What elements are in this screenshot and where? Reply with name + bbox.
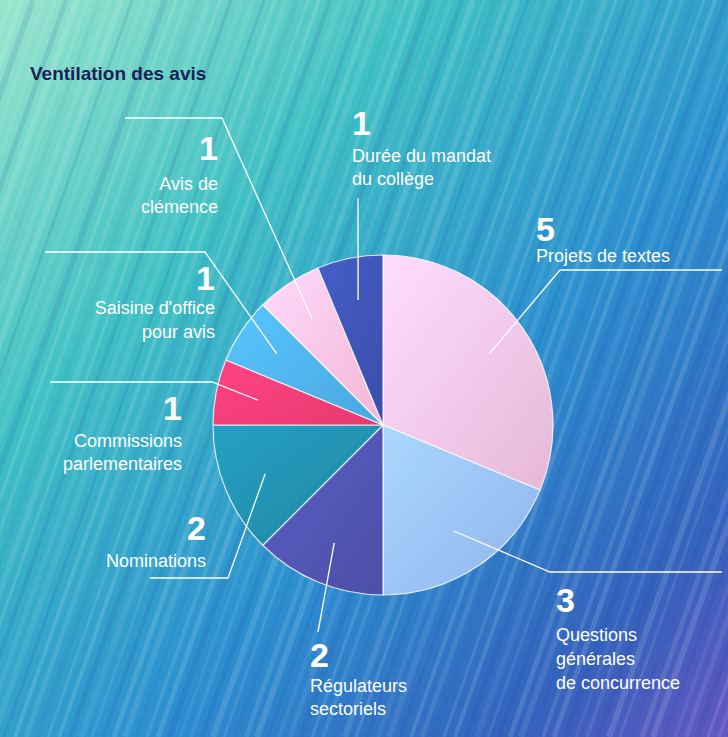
leader-line xyxy=(125,118,312,319)
background-stripe xyxy=(708,0,728,737)
labels: 5Projets de textes 3 Questionsgénéralesde … xyxy=(45,104,722,719)
slice-label: Projets de textes xyxy=(536,246,670,266)
data-label: 1 xyxy=(196,259,215,297)
slice-label: Durée du mandatdu collège xyxy=(352,146,491,189)
pie xyxy=(213,255,553,595)
pie-slice xyxy=(318,255,383,425)
background-stripe xyxy=(0,0,253,737)
background-stripe xyxy=(532,0,728,737)
data-label: 5 xyxy=(536,210,555,248)
background-stripes xyxy=(0,0,728,737)
background-stripe xyxy=(675,0,728,737)
slice-label: Commissionsparlementaires xyxy=(63,431,182,474)
slice-label: Saisine d'officepour avis xyxy=(95,298,215,342)
background-stripe xyxy=(158,0,418,737)
background-stripe xyxy=(378,0,638,737)
chart-title: Ventilation des avis xyxy=(30,63,206,84)
data-label: 2 xyxy=(187,509,206,547)
leader-line xyxy=(489,270,722,354)
background-stripe xyxy=(664,0,728,737)
slice-label: Avis declémence xyxy=(141,174,218,217)
background-stripe xyxy=(719,0,728,737)
leader-line xyxy=(357,198,358,300)
pie-slice xyxy=(383,425,540,595)
slice-label: Régulateurssectoriels xyxy=(310,676,407,719)
chart-svg: Ventilation des avis 5Projets de textes 3 Q… xyxy=(0,0,728,737)
pie-slice xyxy=(213,425,383,545)
data-label: 1 xyxy=(163,389,182,427)
data-label: 1 xyxy=(352,104,371,142)
leader-line xyxy=(454,531,722,572)
background-stripe xyxy=(686,0,728,737)
leader-line xyxy=(318,543,334,632)
background-stripe xyxy=(653,0,728,737)
leader-line xyxy=(50,382,258,400)
data-label: 2 xyxy=(310,636,329,674)
slice-label: Nominations xyxy=(106,551,206,571)
plot-area xyxy=(213,255,553,595)
slice-label: Questionsgénéralesde concurrence xyxy=(556,625,680,693)
data-label: 3 xyxy=(556,581,575,619)
background-stripe xyxy=(136,0,396,737)
background-stripe xyxy=(543,0,728,737)
leader-line xyxy=(45,252,277,354)
background-stripe xyxy=(147,0,407,737)
background-stripe xyxy=(697,0,728,737)
data-label: 1 xyxy=(199,129,218,167)
